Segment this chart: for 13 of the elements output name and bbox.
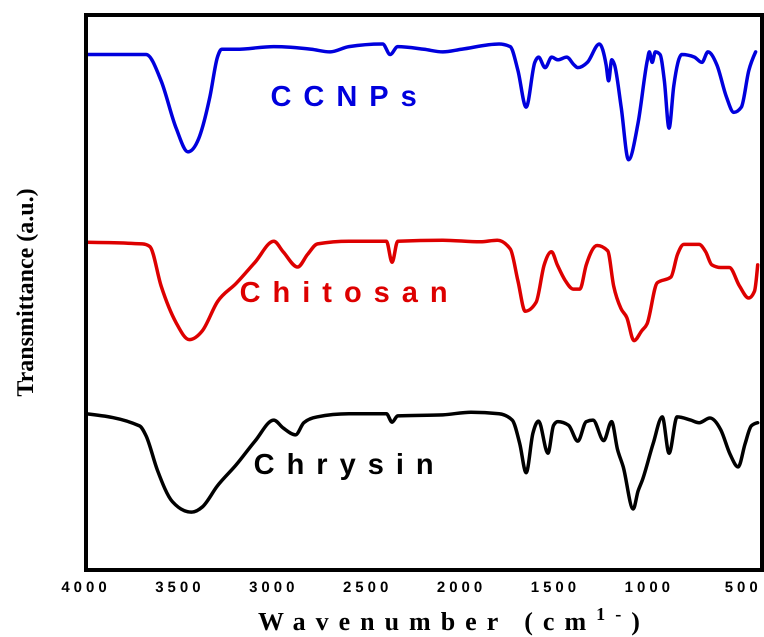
- x-tick-label: 3500: [155, 579, 205, 596]
- x-tick-label: 3000: [249, 579, 298, 596]
- x-tick-label: 500: [724, 579, 762, 596]
- series-label: CCNPs: [270, 81, 429, 113]
- x-tick-label: 4000: [61, 579, 111, 596]
- x-axis-title: Wavenumber (cm$^{1-}$): [258, 604, 650, 636]
- series-label: Chrysin: [254, 449, 446, 482]
- x-tick-label: 1000: [624, 579, 674, 596]
- x-tick-label: 1500: [530, 579, 580, 596]
- x-tick-label: 2000: [436, 579, 486, 596]
- y-axis-title: Transmittance (a.u.): [13, 188, 39, 397]
- x-tick-label: 2500: [342, 579, 392, 596]
- series-label: Chitosan: [240, 277, 460, 310]
